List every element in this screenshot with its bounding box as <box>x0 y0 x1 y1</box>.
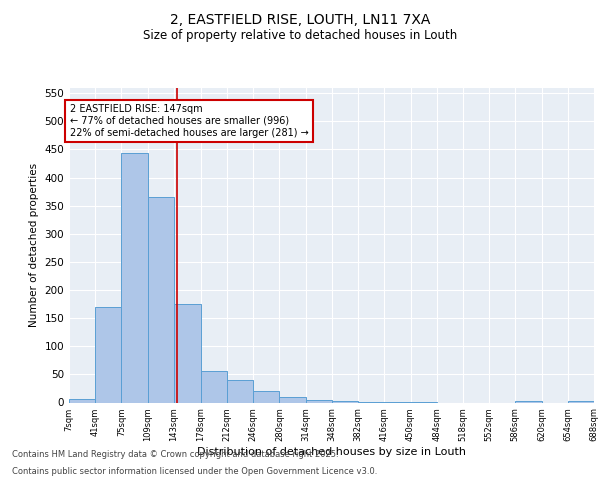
Bar <box>201 371 227 402</box>
Bar <box>174 304 201 402</box>
Y-axis label: Number of detached properties: Number of detached properties <box>29 163 39 327</box>
Text: 2, EASTFIELD RISE, LOUTH, LN11 7XA: 2, EASTFIELD RISE, LOUTH, LN11 7XA <box>170 12 430 26</box>
Bar <box>515 401 542 402</box>
Bar <box>332 401 358 402</box>
Bar <box>121 154 148 402</box>
Bar <box>95 307 121 402</box>
Bar <box>305 400 332 402</box>
Bar <box>69 398 95 402</box>
Bar <box>253 391 280 402</box>
Text: Size of property relative to detached houses in Louth: Size of property relative to detached ho… <box>143 29 457 42</box>
Bar <box>148 197 174 402</box>
Text: Contains public sector information licensed under the Open Government Licence v3: Contains public sector information licen… <box>12 468 377 476</box>
Bar <box>280 397 305 402</box>
Text: Contains HM Land Registry data © Crown copyright and database right 2025.: Contains HM Land Registry data © Crown c… <box>12 450 338 459</box>
X-axis label: Distribution of detached houses by size in Louth: Distribution of detached houses by size … <box>197 447 466 457</box>
Bar <box>227 380 253 402</box>
Text: 2 EASTFIELD RISE: 147sqm
← 77% of detached houses are smaller (996)
22% of semi-: 2 EASTFIELD RISE: 147sqm ← 77% of detach… <box>70 104 308 138</box>
Bar <box>568 401 594 402</box>
